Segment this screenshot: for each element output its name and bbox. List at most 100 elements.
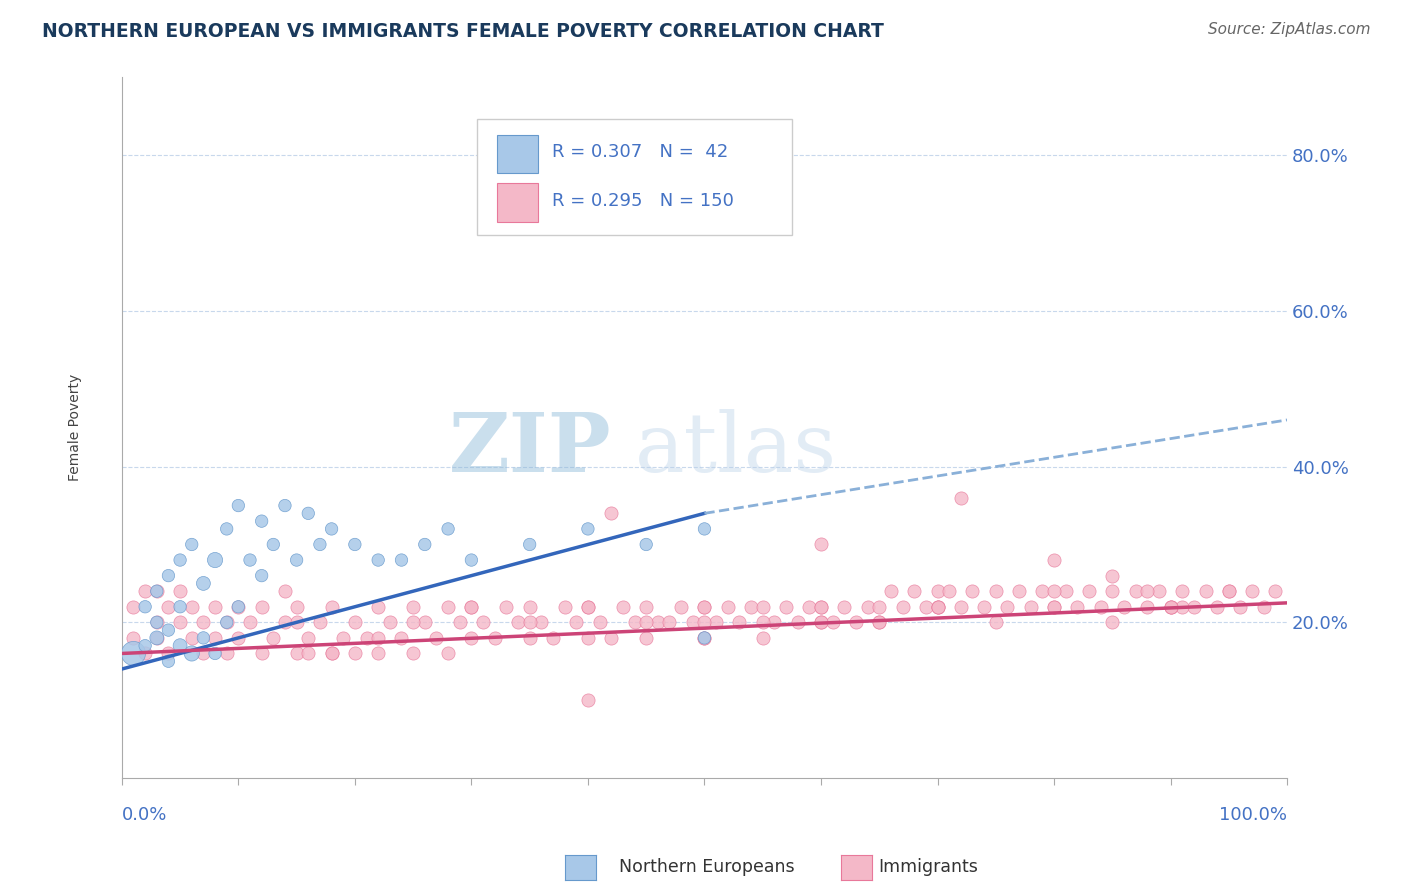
Point — [576, 693, 599, 707]
Point — [122, 599, 145, 614]
Point — [927, 599, 949, 614]
Text: Female Poverty: Female Poverty — [69, 374, 82, 482]
Point — [810, 599, 832, 614]
Point — [146, 631, 169, 645]
Point — [1182, 599, 1205, 614]
Point — [285, 599, 308, 614]
Point — [1229, 599, 1251, 614]
Point — [169, 599, 191, 614]
Point — [891, 599, 914, 614]
Point — [938, 584, 960, 599]
Point — [215, 522, 238, 536]
Point — [413, 615, 436, 630]
Point — [146, 615, 169, 630]
Bar — [498, 184, 538, 222]
Point — [215, 615, 238, 630]
Point — [997, 599, 1019, 614]
Point — [228, 599, 250, 614]
Point — [309, 537, 332, 551]
Text: atlas: atlas — [634, 409, 837, 489]
Point — [437, 647, 460, 661]
Point — [250, 599, 273, 614]
Point — [356, 631, 378, 645]
Point — [903, 584, 925, 599]
Point — [845, 615, 868, 630]
Point — [250, 514, 273, 528]
Point — [204, 631, 226, 645]
Point — [193, 615, 215, 630]
Point — [600, 507, 623, 521]
Point — [239, 615, 262, 630]
Point — [460, 553, 482, 567]
Point — [413, 537, 436, 551]
Point — [636, 631, 658, 645]
Point — [576, 631, 599, 645]
Point — [693, 631, 716, 645]
Point — [693, 599, 716, 614]
Point — [519, 615, 541, 630]
Point — [927, 599, 949, 614]
Point — [146, 631, 169, 645]
Point — [484, 631, 506, 645]
Point — [1136, 584, 1159, 599]
Point — [321, 647, 343, 661]
Point — [309, 615, 332, 630]
Point — [285, 615, 308, 630]
Point — [332, 631, 354, 645]
Point — [262, 631, 284, 645]
Point — [204, 599, 226, 614]
Point — [460, 631, 482, 645]
Point — [693, 615, 716, 630]
Point — [180, 537, 202, 551]
Point — [751, 599, 773, 614]
Point — [146, 584, 169, 599]
Point — [134, 639, 156, 653]
Point — [565, 615, 588, 630]
Point — [343, 537, 366, 551]
Point — [495, 599, 517, 614]
Text: 100.0%: 100.0% — [1219, 806, 1286, 824]
Point — [437, 522, 460, 536]
Point — [228, 499, 250, 513]
Point — [1171, 584, 1194, 599]
Point — [775, 599, 797, 614]
Point — [367, 631, 389, 645]
Point — [193, 631, 215, 645]
Point — [391, 553, 413, 567]
Point — [588, 615, 610, 630]
Point — [647, 615, 669, 630]
Point — [984, 615, 1007, 630]
Point — [704, 615, 727, 630]
Point — [541, 631, 564, 645]
Point — [1043, 599, 1066, 614]
Point — [215, 615, 238, 630]
Point — [1101, 584, 1123, 599]
Point — [810, 615, 832, 630]
Point — [751, 615, 773, 630]
Point — [1136, 599, 1159, 614]
Point — [519, 631, 541, 645]
Point — [600, 631, 623, 645]
Point — [204, 647, 226, 661]
Point — [1171, 599, 1194, 614]
Point — [636, 537, 658, 551]
Point — [832, 599, 855, 614]
Point — [402, 599, 425, 614]
Point — [146, 615, 169, 630]
Point — [367, 599, 389, 614]
Point — [810, 537, 832, 551]
Point — [530, 615, 553, 630]
Text: Source: ZipAtlas.com: Source: ZipAtlas.com — [1208, 22, 1371, 37]
Point — [740, 599, 762, 614]
Point — [821, 615, 844, 630]
Point — [391, 631, 413, 645]
Point — [157, 654, 180, 668]
Point — [169, 553, 191, 567]
Point — [215, 647, 238, 661]
Text: NORTHERN EUROPEAN VS IMMIGRANTS FEMALE POVERTY CORRELATION CHART: NORTHERN EUROPEAN VS IMMIGRANTS FEMALE P… — [42, 22, 884, 41]
Point — [636, 615, 658, 630]
Point — [669, 599, 692, 614]
Point — [576, 522, 599, 536]
Point — [693, 631, 716, 645]
Point — [228, 599, 250, 614]
